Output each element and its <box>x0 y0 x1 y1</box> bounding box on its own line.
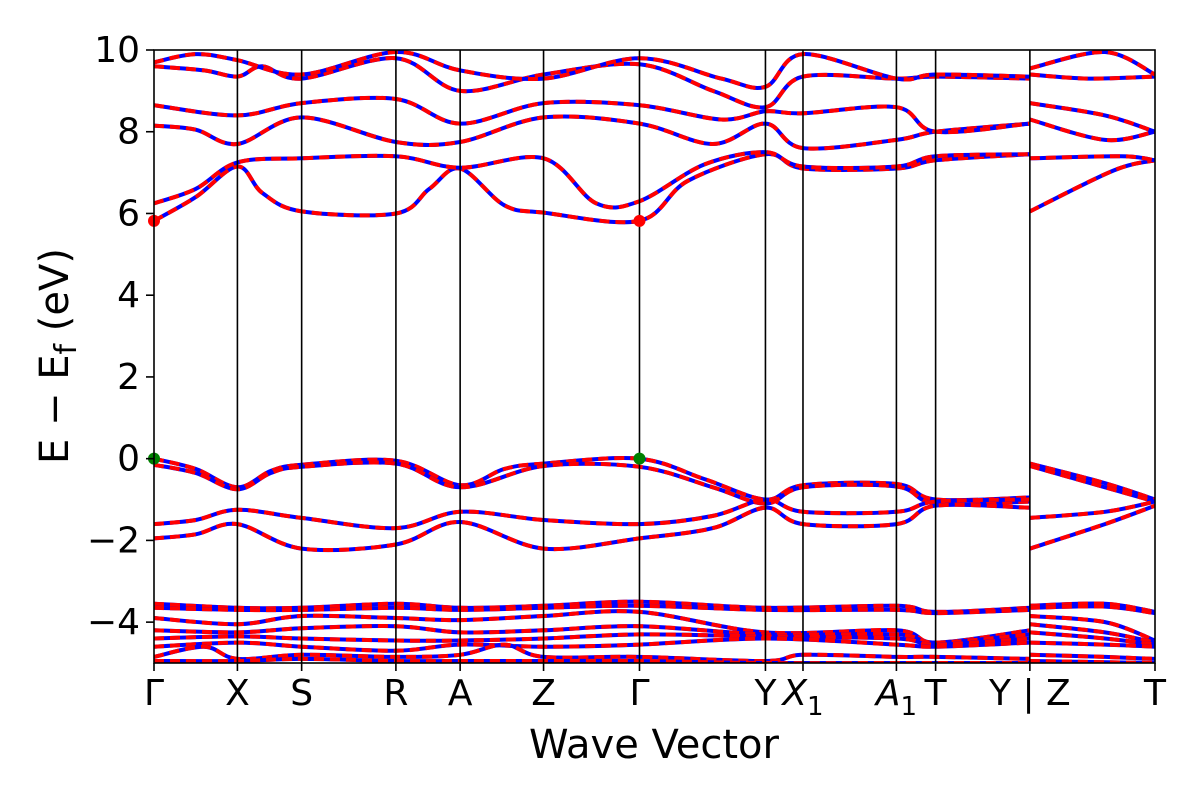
band-v1-seg2-red <box>1029 461 1155 502</box>
x-tick-label: Z <box>531 673 556 714</box>
x-tick-label: T <box>924 673 948 714</box>
extremum-marker-1 <box>633 214 646 227</box>
y-tick-label: 2 <box>117 357 140 398</box>
y-tick-label: 8 <box>117 112 140 153</box>
plot-frame <box>153 49 1156 664</box>
y-tick-label: 4 <box>117 275 140 316</box>
x-tick-label: X <box>225 673 250 714</box>
band-c4-seg2-red <box>1029 101 1155 134</box>
band-v3-seg2-red <box>1029 499 1155 520</box>
y-tick-label: −2 <box>87 520 140 561</box>
band-v12-seg1-blue <box>154 656 1030 663</box>
band-c1-seg1-blue <box>154 152 1031 225</box>
band-v4-seg2-red <box>1029 503 1155 551</box>
y-axis-title-unit: (eV) <box>32 248 78 344</box>
band-c3-seg1-red <box>154 114 1031 151</box>
band-c6-seg2-red <box>1029 50 1155 77</box>
y-axis-title: E − Ef (eV) <box>32 248 84 464</box>
band-v6-seg1-red <box>154 603 1030 616</box>
x-tick-label: X1 <box>780 673 823 722</box>
y-tick-label: 6 <box>117 193 140 234</box>
band-v9-seg2-red <box>1029 630 1155 647</box>
kpoint-divider-lines <box>236 50 1031 663</box>
extrema-markers <box>148 214 646 465</box>
band-v4-seg1-red <box>154 502 1030 553</box>
band-v10-seg1-red <box>154 636 1030 653</box>
band-v9-seg1-red <box>154 632 1031 647</box>
x-tick-label: Y <box>753 673 777 714</box>
band-v11-seg2-red <box>1029 652 1155 661</box>
band-c6-seg1-red <box>154 50 1030 90</box>
y-axis-title-main: E − E <box>32 354 78 464</box>
x-tick-label: A <box>448 673 473 714</box>
band-c5-seg2-blue <box>1029 72 1155 81</box>
band-v2-seg2-red <box>1029 464 1155 504</box>
bands-layer <box>154 50 1155 663</box>
band-v7-seg2-red <box>1029 614 1155 643</box>
x-tick-label: S <box>290 673 313 714</box>
y-ticks: −4 −2 0 2 4 6 8 10 <box>87 30 154 643</box>
y-axis-title-subscript: f <box>49 342 84 354</box>
band-c4-seg1-red <box>154 95 1031 135</box>
x-tick-label: R <box>383 673 408 714</box>
band-c2-seg2-red <box>1029 154 1155 163</box>
x-axis-title: Wave Vector <box>529 722 780 768</box>
x-tick-label: T <box>1143 673 1167 714</box>
x-tick-label: Γ <box>629 673 649 714</box>
extremum-marker-3 <box>633 452 646 465</box>
band-v6-seg2-red <box>1029 604 1155 616</box>
band-c3-seg1-blue <box>154 114 1031 151</box>
x-tick-label: Y | Z <box>988 673 1071 714</box>
band-v8-seg2-red <box>1029 622 1155 645</box>
band-c1-seg2-red <box>1029 158 1155 214</box>
band-v10-seg2-red <box>1029 640 1155 649</box>
y-tick-label: 10 <box>94 30 140 71</box>
band-v3-seg1-red <box>154 497 1030 531</box>
y-tick-label: −4 <box>87 602 140 643</box>
x-tick-label: A1 <box>874 673 917 722</box>
band-v7-seg1-red <box>154 609 1031 645</box>
band-c6-seg1-blue <box>154 50 1030 90</box>
band-c1-seg1-red <box>154 152 1031 225</box>
band-c2-seg1-red <box>154 150 1030 210</box>
x-tick-label: Γ <box>144 673 164 714</box>
band-v8-seg1-red <box>154 624 1031 645</box>
band-c3-seg2-red <box>1029 117 1155 143</box>
y-tick-label: 0 <box>117 439 140 480</box>
